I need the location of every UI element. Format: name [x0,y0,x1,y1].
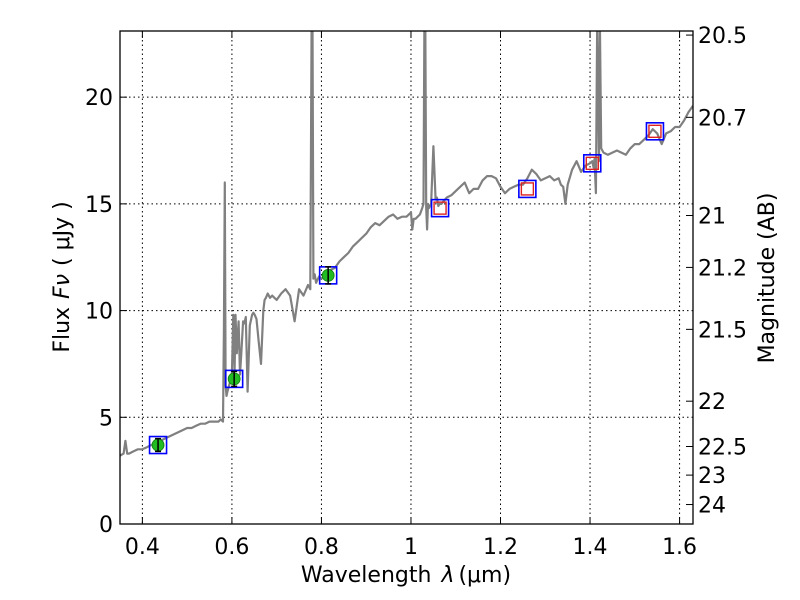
y-tick-label: 5 [99,406,113,431]
x-tick-label: 0.4 [125,535,160,560]
y-tick-label: 0 [99,513,113,538]
photometry-markers [148,122,665,455]
tick-labels: 0.4 0.6 0.8 1 1.2 1.4 1.6 0 5 10 15 20 20.5 20.7 21 21.… [85,24,747,560]
y-tick-label: 15 [85,193,113,218]
spectrum-line [120,31,693,457]
x-tick-label: 0.8 [304,535,339,560]
model-box [582,154,602,173]
plot-frame [119,30,694,525]
y-tick-label: 10 [85,300,113,325]
y-axis-label-unit: ( μJy ) [50,201,75,266]
observed-box [148,435,168,455]
model-box [518,179,537,199]
y2-axis-title: Magnitude (AB) [755,193,780,364]
y-tick-label: 20 [85,86,113,111]
observed-box [224,369,244,389]
x-tick-label: 1 [404,535,418,560]
y2-tick-label: 22.5 [698,436,747,461]
x-tick-label: 1.2 [483,535,518,560]
y2-tick-label: 22 [698,390,726,415]
y2-tick-label: 20.5 [698,24,747,49]
y2-tick-label: 21.2 [698,256,747,281]
spectrum-layer [120,31,693,457]
model-box [645,122,665,141]
y2-tick-label: 24 [698,494,726,519]
model-point [433,201,447,215]
x-axis-label-unit: (μm) [458,563,511,588]
y-axis-label-symbol: Fν [50,274,75,299]
x-tick-label: 1.6 [662,535,697,560]
y-axis-label-prefix: Flux [50,307,75,353]
model-point [648,124,662,139]
model-point [585,156,599,171]
y2-tick-label: 20.7 [698,106,747,131]
x-axis-label-symbol: λ [440,563,454,588]
y2-tick-label: 21 [698,205,726,230]
grid-lines [120,31,693,525]
model-point [520,182,535,196]
model-box [430,198,450,218]
x-tick-label: 1.4 [573,535,608,560]
axis-ticks [120,31,693,525]
y2-tick-label: 23 [698,464,726,489]
x-axis-label-prefix: Wavelength [301,563,432,588]
x-tick-label: 0.6 [214,535,249,560]
x-axis-title: Wavelength λ (μm) [301,563,511,588]
y2-tick-label: 21.5 [698,318,747,343]
y-axis-title: Flux Fν ( μJy ) [50,201,75,352]
